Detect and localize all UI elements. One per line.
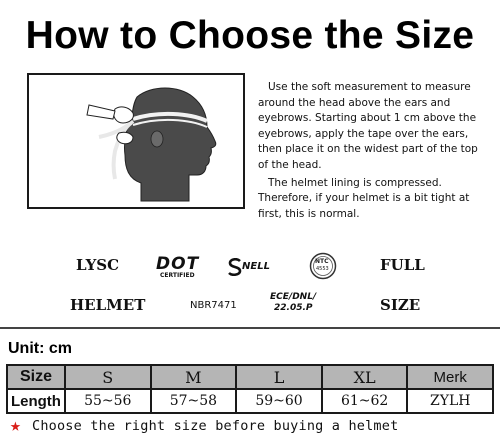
certification-logos-row-2: HELMET NBR7471 ECE/DNL/ 22.05.P SIZE xyxy=(0,292,500,322)
table-cell: 55~56 xyxy=(63,388,152,414)
helmet-label: HELMET xyxy=(70,296,146,314)
ece-logo-line2: 22.05.P xyxy=(274,303,313,313)
table-cell: 57~58 xyxy=(149,388,238,414)
unit-label: Unit: cm xyxy=(8,340,72,357)
ntc-logo: NTC 4553 xyxy=(309,252,337,280)
table-row: Length 55~56 57~58 59~60 61~62 ZYLH xyxy=(6,388,494,414)
full-label: FULL xyxy=(380,256,425,274)
size-chart-table: Size S M L XL Merk Length 55~56 57~58 59… xyxy=(6,364,494,414)
table-cell: 61~62 xyxy=(320,388,409,414)
section-divider xyxy=(0,327,500,329)
certification-logos-row-1: LYSC DOT CERTIFIED NELL NTC 4553 FULL xyxy=(0,252,500,282)
snell-s-icon xyxy=(228,258,242,276)
ece-logo-line1: ECE/DNL/ xyxy=(270,292,317,302)
dot-logo: DOT CERTIFIED xyxy=(152,254,212,280)
ntc-logo-number: 4553 xyxy=(316,266,329,272)
ece-logo: ECE/DNL/ 22.05.P xyxy=(270,292,330,320)
table-header-cell: Size xyxy=(6,364,66,390)
instruction-paragraph-2: The helmet lining is compressed. Therefo… xyxy=(258,176,470,220)
table-header-cell: Merk xyxy=(406,364,494,390)
head-profile-icon xyxy=(86,87,217,202)
head-measurement-illustration xyxy=(27,73,245,209)
lysc-label: LYSC xyxy=(76,256,120,274)
ntc-seal-icon xyxy=(309,252,337,280)
table-header-row: Size S M L XL Merk xyxy=(6,364,494,390)
dot-certified-text: CERTIFIED xyxy=(160,272,195,279)
table-header-cell: L xyxy=(235,364,323,390)
table-header-cell: XL xyxy=(320,364,409,390)
instruction-paragraph-1: Use the soft measurement to measure arou… xyxy=(258,81,478,171)
instructions-text: Use the soft measurement to measure arou… xyxy=(258,80,482,224)
page-title: How to Choose the Size xyxy=(25,14,475,57)
table-cell: 59~60 xyxy=(235,388,323,414)
snell-logo: NELL xyxy=(228,256,276,280)
footer-text: Choose the right size before buying a he… xyxy=(32,418,399,434)
dot-logo-text: DOT xyxy=(156,254,200,274)
table-cell: ZYLH xyxy=(406,388,494,414)
table-cell: Length xyxy=(6,388,66,414)
table-header-cell: M xyxy=(149,364,238,390)
table-header-cell: S xyxy=(63,364,152,390)
red-star-icon: ★ xyxy=(10,415,21,436)
footer-note: ★ Choose the right size before buying a … xyxy=(10,415,494,439)
size-label: SIZE xyxy=(380,296,421,314)
nbr-logo-text: NBR7471 xyxy=(190,300,237,311)
ntc-logo-text: NTC xyxy=(315,258,329,265)
snell-logo-text: NELL xyxy=(242,261,270,272)
